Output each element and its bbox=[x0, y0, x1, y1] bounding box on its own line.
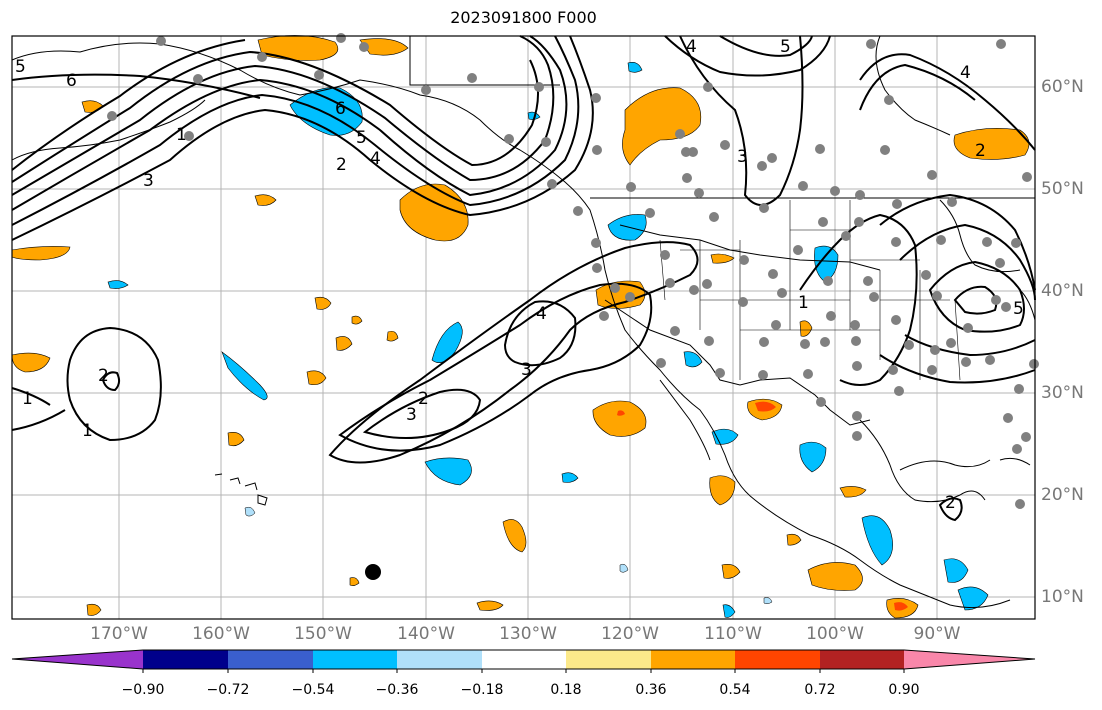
contour-label: 3 bbox=[737, 147, 748, 167]
lon-label: 90°W bbox=[913, 624, 961, 644]
contour-label: 4 bbox=[370, 149, 381, 169]
hawaii-islands bbox=[214, 473, 268, 506]
contour-label: 3 bbox=[521, 360, 532, 380]
map-border bbox=[11, 35, 1036, 620]
colorbar-tick-label: 0.36 bbox=[635, 682, 667, 698]
contour-label: 1 bbox=[82, 421, 93, 441]
contour-label: 2 bbox=[418, 389, 429, 409]
colorbar-tick-label: −0.18 bbox=[460, 682, 504, 698]
contour-label: 3 bbox=[406, 405, 417, 425]
colorbar-tick-label: −0.54 bbox=[291, 682, 335, 698]
strong-positive-areas bbox=[617, 401, 908, 611]
lon-label: 130°W bbox=[499, 624, 557, 644]
contour-label: 2 bbox=[336, 155, 347, 175]
colorbar-segment bbox=[651, 650, 735, 669]
contour-label: 4 bbox=[536, 304, 547, 324]
negative-anomaly-areas bbox=[107, 62, 989, 618]
colorbar-ticks bbox=[142, 669, 905, 673]
contour-label: 4 bbox=[960, 63, 971, 83]
state-borders bbox=[659, 200, 961, 381]
lat-label: 10°N bbox=[1041, 587, 1084, 607]
colorbar-segment bbox=[313, 650, 397, 669]
contour-label: 2 bbox=[945, 493, 956, 513]
contour-label: 5 bbox=[780, 37, 791, 57]
lon-label: 110°W bbox=[704, 624, 762, 644]
contour-label: 4 bbox=[686, 37, 697, 57]
lat-label: 40°N bbox=[1041, 281, 1084, 301]
colorbar-segment bbox=[820, 650, 904, 669]
weak-negative-outlines bbox=[244, 506, 773, 605]
colorbar-tick-label: 0.90 bbox=[888, 682, 920, 698]
station-markers bbox=[107, 33, 1039, 509]
lon-label: 140°W bbox=[397, 624, 455, 644]
storm-marker bbox=[365, 564, 381, 580]
colorbar-segment bbox=[143, 650, 228, 669]
contour-label: 5 bbox=[356, 128, 367, 148]
colorbar-segment bbox=[397, 650, 482, 669]
positive-anomaly-areas bbox=[11, 35, 1030, 619]
colorbar-tick-label: 0.72 bbox=[804, 682, 836, 698]
contour-label: 5 bbox=[1013, 299, 1024, 319]
colorbar-tick-label: 0.54 bbox=[719, 682, 751, 698]
colorbar-tick-label: −0.36 bbox=[375, 682, 419, 698]
colorbar-low-extension bbox=[12, 650, 143, 669]
lon-label: 170°W bbox=[90, 624, 148, 644]
contour-label: 5 bbox=[15, 57, 26, 77]
contour-label: 1 bbox=[22, 389, 33, 409]
lon-label: 160°W bbox=[192, 624, 250, 644]
colorbar-segment bbox=[566, 650, 651, 669]
map-title: 2023091800 F000 bbox=[450, 8, 597, 27]
contour-label: 2 bbox=[98, 366, 109, 386]
colorbar-segment bbox=[735, 650, 820, 669]
colorbar-segment bbox=[482, 650, 566, 669]
lat-label: 50°N bbox=[1041, 179, 1084, 199]
lat-label: 30°N bbox=[1041, 383, 1084, 403]
contour-label: 2 bbox=[975, 141, 986, 161]
contour-label: 6 bbox=[66, 71, 77, 91]
colorbar bbox=[11, 649, 1036, 673]
contour-label: 6 bbox=[335, 99, 346, 119]
contour-label: 1 bbox=[176, 125, 187, 145]
lat-label: 20°N bbox=[1041, 485, 1084, 505]
colorbar-segment bbox=[228, 650, 313, 669]
colorbar-tick-label: 0.18 bbox=[550, 682, 582, 698]
contour-label-group: 5 6 6 5 4 3 2 1 2 1 1 4 3 2 3 3 4 5 2 1 … bbox=[15, 37, 1024, 513]
map-canvas: 5 6 6 5 4 3 2 1 2 1 1 4 3 2 3 3 4 5 2 1 … bbox=[11, 33, 1039, 620]
contour-label: 1 bbox=[798, 293, 809, 313]
lon-label: 100°W bbox=[806, 624, 864, 644]
lon-label: 120°W bbox=[601, 624, 659, 644]
lon-label: 150°W bbox=[294, 624, 352, 644]
contour-label: 3 bbox=[143, 171, 154, 191]
colorbar-tick-label: −0.90 bbox=[121, 682, 165, 698]
colorbar-tick-label: −0.72 bbox=[206, 682, 250, 698]
contour-lines bbox=[11, 35, 1036, 522]
colorbar-high-extension bbox=[904, 650, 1035, 669]
lat-label: 60°N bbox=[1041, 77, 1084, 97]
